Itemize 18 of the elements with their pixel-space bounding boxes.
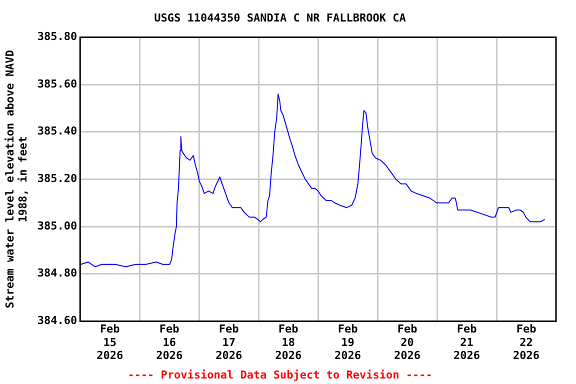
- x-tick-label: Feb 20 2026: [394, 322, 421, 362]
- y-tick-label: 385.80: [37, 30, 78, 44]
- x-tick-label: Feb 15 2026: [96, 322, 124, 362]
- x-tick-label: Feb 16 2026: [156, 322, 183, 362]
- y-axis-title: Stream water level elevation above NAVD 1988, in feet: [3, 50, 30, 308]
- x-tick-label: Feb 19 2026: [334, 322, 362, 362]
- y-tick-label: 385.20: [37, 172, 78, 186]
- y-tick-label: 385.40: [37, 124, 78, 138]
- x-tick-label: Feb 21 2026: [454, 322, 480, 362]
- text: ---- Provisional Data Subject to Revision ----: [128, 368, 432, 382]
- x-tick-label: Feb 17 2026: [216, 322, 242, 362]
- chart-title: USGS 11044350 SANDIA C NR FALLBROOK CA: [154, 11, 406, 24]
- x-tick-label: Feb 18 2026: [275, 322, 302, 362]
- x-tick-label: Feb 22 2026: [513, 322, 540, 362]
- y-tick-label: 385.00: [37, 219, 78, 232]
- y-tick-label: 384.80: [37, 266, 78, 280]
- y-tick-label: 385.60: [37, 77, 78, 90]
- y-tick-label: 384.60: [37, 314, 78, 328]
